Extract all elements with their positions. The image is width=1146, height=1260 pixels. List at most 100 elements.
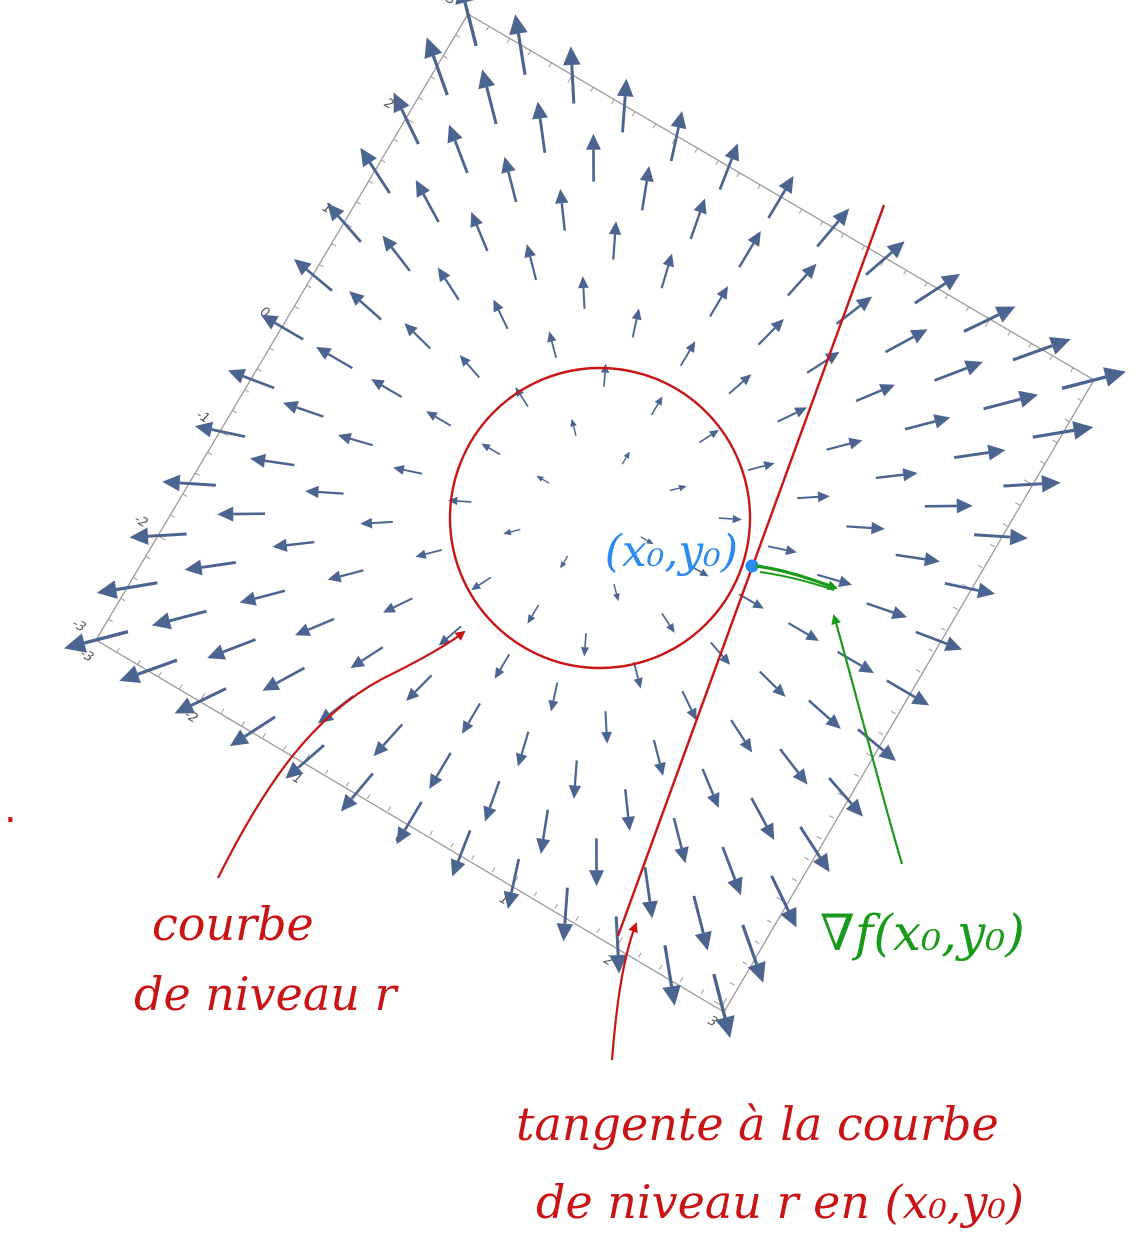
- axis-tick: [471, 855, 475, 860]
- field-arrow-shaft: [359, 299, 382, 321]
- field-arrow-shaft: [435, 752, 452, 778]
- field-arrow-head: [616, 78, 634, 97]
- field-arrow-head: [393, 465, 405, 475]
- curve-label-line2: de niveau r: [134, 967, 400, 1021]
- field-arrow-head: [608, 221, 622, 235]
- field-arrow-head: [708, 429, 719, 439]
- axis-tick: [700, 989, 705, 995]
- field-arrow-head: [570, 418, 577, 428]
- field-arrow-shaft: [529, 256, 538, 281]
- field-arrow-shaft: [738, 242, 755, 268]
- field-arrow-shaft: [563, 887, 569, 924]
- field-arrow-shaft: [613, 583, 618, 594]
- y-tick-label: -3: [69, 616, 88, 635]
- axis-tick: [878, 731, 884, 736]
- field-arrow-shaft: [672, 817, 683, 849]
- tangent-label-line2: de niveau r en (x₀,y₀): [536, 1175, 1024, 1229]
- field-arrow-head: [217, 506, 234, 522]
- field-arrow-shaft: [1032, 428, 1075, 439]
- axis-tick: [1052, 439, 1058, 444]
- axis-tick: [145, 556, 151, 560]
- field-arrow-shaft: [400, 108, 420, 145]
- field-arrow-shaft: [846, 525, 872, 530]
- curve-label-line1: courbe: [152, 897, 314, 951]
- field-arrow-shaft: [640, 180, 649, 211]
- field-arrow-head: [494, 667, 505, 679]
- field-arrow-shaft: [497, 309, 509, 330]
- field-arrow-shaft: [915, 630, 948, 646]
- field-arrow-shaft: [631, 319, 638, 338]
- field-arrow-head: [770, 318, 784, 333]
- field-arrow-shaft: [701, 768, 715, 796]
- field-arrow-head: [933, 414, 951, 429]
- field-arrow-shaft: [339, 569, 364, 578]
- axis-tick: [1064, 418, 1070, 423]
- field-arrow-shaft: [779, 748, 800, 774]
- axis-tick: [108, 618, 113, 623]
- field-arrow-head: [623, 451, 630, 459]
- axis-tick: [194, 472, 200, 477]
- point-label: (x₀,y₀): [605, 526, 738, 577]
- axis-tick: [928, 648, 934, 652]
- field-arrow-shaft: [381, 384, 403, 398]
- field-arrow-head: [805, 629, 819, 641]
- field-arrow-shaft: [808, 699, 831, 721]
- axis-tick: [1077, 397, 1082, 402]
- field-arrow-head: [382, 235, 398, 252]
- field-arrow-shaft: [904, 420, 936, 431]
- field-arrow-shaft: [286, 540, 315, 547]
- field-arrow-head: [923, 552, 940, 567]
- axis-tick: [241, 720, 246, 726]
- axis-tick: [977, 564, 983, 569]
- field-arrow-shaft: [643, 867, 652, 902]
- field-arrow-head: [1009, 528, 1028, 546]
- field-arrow-head: [349, 291, 365, 306]
- field-arrow-head: [678, 484, 687, 492]
- field-arrow-head: [732, 514, 742, 524]
- field-arrow-shaft: [875, 473, 904, 480]
- field-arrow-head: [536, 475, 544, 482]
- axis-tick: [244, 389, 250, 393]
- field-arrow-head: [601, 731, 612, 744]
- axis-tick: [1015, 502, 1020, 506]
- field-arrow-shaft: [621, 457, 627, 465]
- field-arrow-head: [184, 559, 203, 576]
- field-arrow-shaft: [663, 944, 674, 987]
- field-arrow-shaft: [652, 739, 661, 764]
- axis-tick: [679, 977, 684, 982]
- field-arrow-shaft: [767, 545, 787, 552]
- field-arrow-head: [129, 527, 149, 546]
- field-arrow-head: [556, 923, 574, 942]
- field-arrow-head: [747, 961, 766, 983]
- level-curve-circle: [448, 366, 752, 670]
- field-arrow-shaft: [542, 478, 550, 484]
- axis-tick: [944, 294, 949, 300]
- field-arrow-head: [685, 341, 696, 353]
- field-arrow-head: [772, 683, 786, 697]
- field-arrow-head: [994, 306, 1016, 323]
- axis-tick: [158, 672, 162, 677]
- field-arrow-head: [944, 636, 963, 652]
- field-arrow-shaft: [570, 64, 576, 104]
- field-arrow-shaft: [624, 789, 630, 817]
- axis-tick: [429, 830, 433, 836]
- field-arrow-shaft: [884, 335, 915, 354]
- field-arrow-head: [739, 374, 752, 386]
- field-arrow-head: [503, 528, 512, 536]
- field-arrow-head: [501, 156, 516, 174]
- field-arrow-head: [639, 166, 654, 183]
- axis-tick: [116, 647, 120, 653]
- axis-tick: [819, 221, 824, 226]
- field-arrow-head: [578, 276, 589, 289]
- axis-tick: [356, 201, 361, 205]
- axis-tick: [418, 97, 423, 101]
- field-arrow-shaft: [797, 495, 819, 500]
- field-arrow-head: [879, 384, 895, 397]
- field-arrow-head: [902, 468, 918, 482]
- field-arrow-shaft: [431, 55, 449, 96]
- axis-tick: [137, 659, 141, 665]
- field-arrow-shaft: [538, 118, 547, 153]
- field-arrow-head: [555, 188, 569, 204]
- axis-tick: [965, 306, 970, 312]
- field-arrow-head: [461, 720, 474, 734]
